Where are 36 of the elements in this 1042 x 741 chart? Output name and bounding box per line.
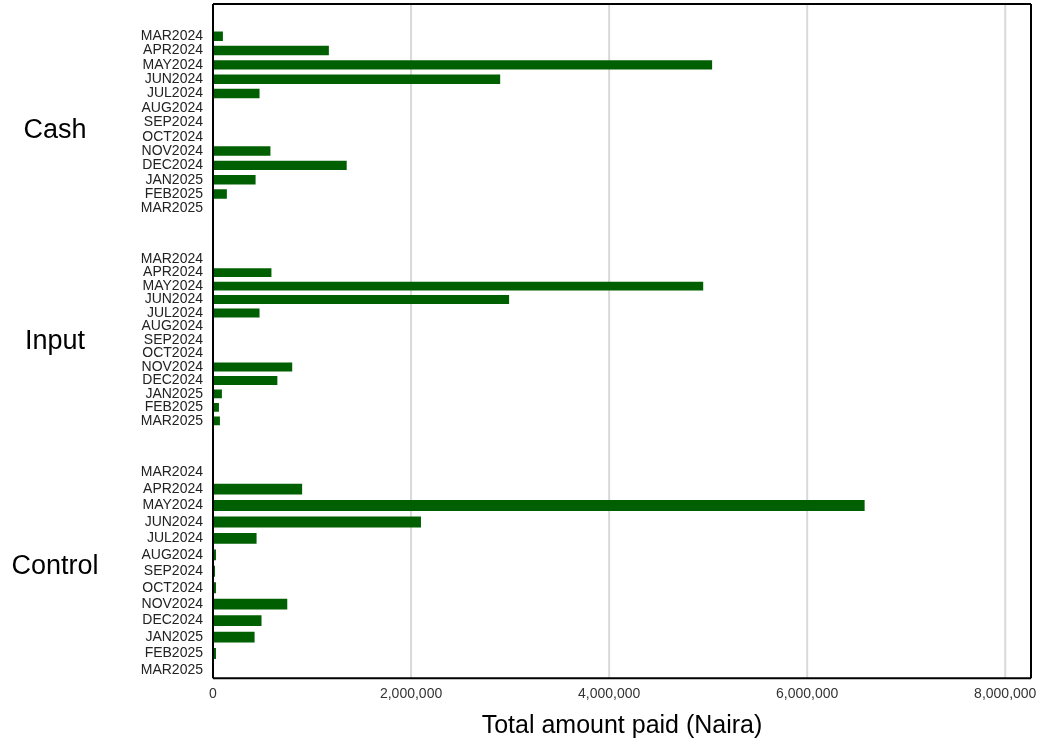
- y-tick-label: DEC2024: [142, 156, 204, 173]
- y-tick-label: MAR2024: [140, 463, 204, 480]
- y-tick-label: MAR2024: [140, 27, 204, 44]
- y-axis-title: Cash: [22, 113, 88, 145]
- x-axis-title: Total amount paid (Naira): [481, 709, 763, 738]
- y-tick-label: JUN2024: [144, 512, 204, 529]
- y-tick-label: FEB2025: [144, 184, 204, 201]
- y-tick-label: JUN2024: [144, 70, 204, 87]
- y-tick-label: FEB2025: [144, 644, 204, 661]
- y-axis-title: Control: [10, 549, 100, 581]
- y-tick-label: AUG2024: [141, 98, 204, 115]
- y-tick-label: MAY2024: [142, 55, 204, 72]
- y-tick-label: DEC2024: [142, 611, 204, 628]
- y-tick-label: OCT2024: [142, 578, 204, 595]
- y-tick-label: NOV2024: [141, 141, 204, 158]
- y-tick-label: MAR2025: [140, 660, 204, 677]
- y-tick-label: MAR2025: [140, 199, 204, 216]
- x-tick-label: 6,000,000: [776, 685, 839, 702]
- x-tick-label: 8,000,000: [974, 685, 1037, 702]
- y-tick-label: JAN2025: [145, 627, 204, 644]
- x-tick-label: 0: [209, 685, 218, 702]
- y-tick-label: OCT2024: [142, 127, 204, 144]
- y-tick-label: JUL2024: [146, 84, 204, 101]
- x-tick-label: 4,000,000: [577, 685, 641, 702]
- y-tick-label: APR2024: [143, 479, 204, 496]
- y-tick-label: AUG2024: [141, 545, 204, 562]
- y-axis-title: Input: [23, 324, 87, 356]
- y-tick-label: JUL2024: [146, 529, 204, 546]
- y-tick-label: SEP2024: [143, 113, 204, 130]
- y-tick-label: SEP2024: [143, 562, 204, 579]
- y-tick-label: APR2024: [143, 41, 204, 58]
- y-tick-label: MAR2024: [140, 250, 204, 266]
- y-tick-label: MAY2024: [142, 496, 204, 513]
- x-tick-label: 2,000,000: [379, 685, 443, 702]
- y-tick-label: NOV2024: [141, 595, 204, 612]
- y-tick-label: JAN2025: [145, 170, 204, 187]
